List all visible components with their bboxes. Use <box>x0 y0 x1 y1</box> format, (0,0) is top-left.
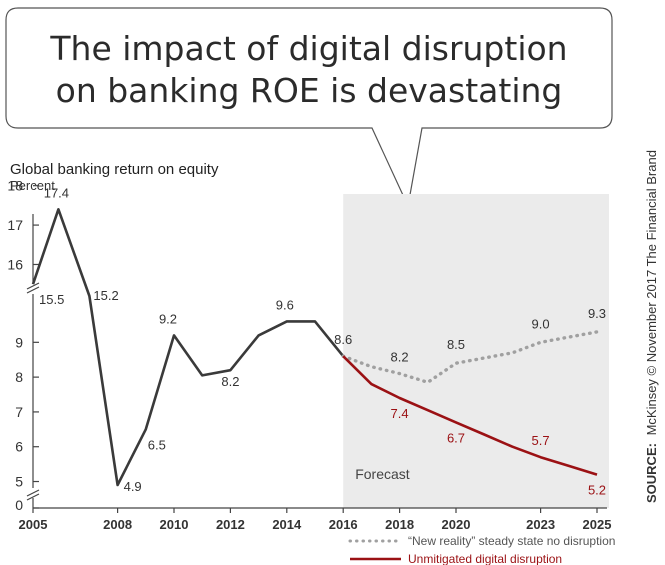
data-label-steady-2023: 9.0 <box>532 316 550 331</box>
y-tick-label-6: 6 <box>15 439 23 455</box>
data-label-steady-2025: 9.3 <box>588 306 606 321</box>
data-label-historic-2010: 9.2 <box>159 311 177 326</box>
legend-label-disruption: Unmitigated digital disruption <box>408 552 562 565</box>
data-label-disruption-2023: 5.7 <box>532 433 550 448</box>
source-label: SOURCE: <box>644 443 659 503</box>
headline-line-2: on banking ROE is devastating <box>56 71 563 110</box>
unit-label: Percent <box>10 178 55 193</box>
data-label-historic-2009: 6.5 <box>148 437 166 452</box>
y-tick-label-5: 5 <box>15 474 23 490</box>
y-axis-break-lower <box>26 489 40 501</box>
x-tick-label-2018: 2018 <box>385 517 414 532</box>
chart-title: Global banking return on equity <box>10 161 219 178</box>
y-axis-break-lower-mark-b <box>26 493 40 501</box>
source-text: McKinsey © November 2017 The Financial B… <box>644 150 659 435</box>
series-line-disruption <box>342 355 598 476</box>
data-label-disruption-2020: 6.7 <box>447 430 465 445</box>
y-axis-break-upper <box>26 282 40 294</box>
y-tick-label-7: 7 <box>15 404 23 420</box>
data-label-historic-2005.9: 17.4 <box>44 185 69 200</box>
x-tick-label-2016: 2016 <box>329 517 358 532</box>
data-label-historic-2016: 8.6 <box>334 332 352 347</box>
headline-line-1: The impact of digital disruption <box>49 29 567 68</box>
x-tick-label-2008: 2008 <box>103 517 132 532</box>
x-tick-label-2020: 2020 <box>442 517 471 532</box>
x-tick-label-2005: 2005 <box>19 517 48 532</box>
series-line-steady <box>341 330 599 384</box>
x-tick-label-2012: 2012 <box>216 517 245 532</box>
forecast-band <box>343 194 609 508</box>
y-axis-break-lower-mark-a <box>26 489 40 497</box>
data-label-historic-2014: 9.6 <box>276 297 294 312</box>
data-label-disruption-2018: 7.4 <box>391 406 409 421</box>
data-label-historic-2007: 15.2 <box>93 288 118 303</box>
speech-bubble <box>5 7 613 208</box>
data-label-steady-2020: 8.5 <box>447 337 465 352</box>
y-tick-label-17: 17 <box>7 217 23 233</box>
x-tick-label-2025: 2025 <box>583 517 612 532</box>
y-tick-label-16: 16 <box>7 256 23 272</box>
series-line-historic <box>31 208 345 487</box>
data-label-disruption-2025: 5.2 <box>588 483 606 498</box>
y-tick-label-18: 18 <box>7 178 23 194</box>
x-tick-label-2010: 2010 <box>160 517 189 532</box>
data-label-historic-2005: 15.5 <box>39 292 64 307</box>
y-tick-label-8: 8 <box>15 369 23 385</box>
y-axis-break-upper-mark-a <box>26 282 40 290</box>
y-tick-label-0: 0 <box>15 497 23 513</box>
y-axis-break-upper-mark-b <box>26 286 40 294</box>
y-tick-label-9: 9 <box>15 334 23 350</box>
source-note: SOURCE: McKinsey © November 2017 The Fin… <box>644 150 659 503</box>
data-label-historic-2008: 4.9 <box>124 479 142 494</box>
x-tick-label-2014: 2014 <box>272 517 302 532</box>
forecast-label: Forecast <box>355 466 410 482</box>
legend-label-steady: “New reality” steady state no disruption <box>408 534 615 548</box>
data-label-steady-2018: 8.2 <box>391 350 409 365</box>
x-tick-label-2023: 2023 <box>526 517 555 532</box>
data-label-historic-2012: 8.2 <box>221 374 239 389</box>
